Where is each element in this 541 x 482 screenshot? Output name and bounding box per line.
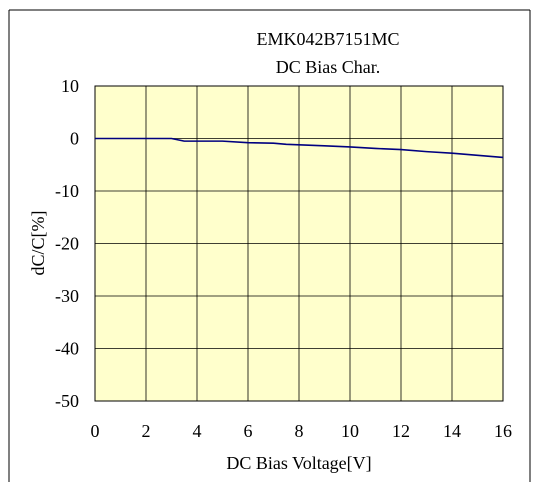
y-tick-label-2: -10 bbox=[55, 181, 79, 201]
series-line-0 bbox=[95, 137, 504, 159]
y-tick-label-0: 10 bbox=[61, 76, 79, 96]
plot-border bbox=[94, 85, 504, 402]
x-tick-label-1: 2 bbox=[142, 421, 151, 441]
y-tick-label-1: 0 bbox=[70, 129, 79, 149]
outer-frame bbox=[8, 9, 531, 482]
chart-subtitle: DC Bias Char. bbox=[276, 57, 381, 77]
y-tick-label-6: -50 bbox=[55, 391, 79, 411]
x-tick-label-4: 8 bbox=[295, 421, 304, 441]
chart-title: EMK042B7151MC bbox=[256, 29, 399, 49]
y-tick-label-3: -20 bbox=[55, 234, 79, 254]
x-tick-label-2: 4 bbox=[193, 421, 202, 441]
series-layer bbox=[95, 137, 504, 159]
x-tick-label-8: 16 bbox=[494, 421, 512, 441]
y-axis-label: dC/C[%] bbox=[28, 211, 48, 276]
x-tick-label-7: 14 bbox=[443, 421, 461, 441]
x-tick-label-5: 10 bbox=[341, 421, 359, 441]
x-tick-label-0: 0 bbox=[91, 421, 100, 441]
x-tick-label-3: 6 bbox=[244, 421, 253, 441]
y-tick-label-5: -40 bbox=[55, 339, 79, 359]
x-axis-label: DC Bias Voltage[V] bbox=[226, 453, 371, 473]
y-tick-labels: 10 0 -10 -20 -30 -40 -50 bbox=[55, 76, 79, 411]
y-tick-label-4: -30 bbox=[55, 286, 79, 306]
x-tick-label-6: 12 bbox=[392, 421, 410, 441]
x-tick-labels: 0 2 4 6 8 10 12 14 16 bbox=[91, 421, 513, 441]
